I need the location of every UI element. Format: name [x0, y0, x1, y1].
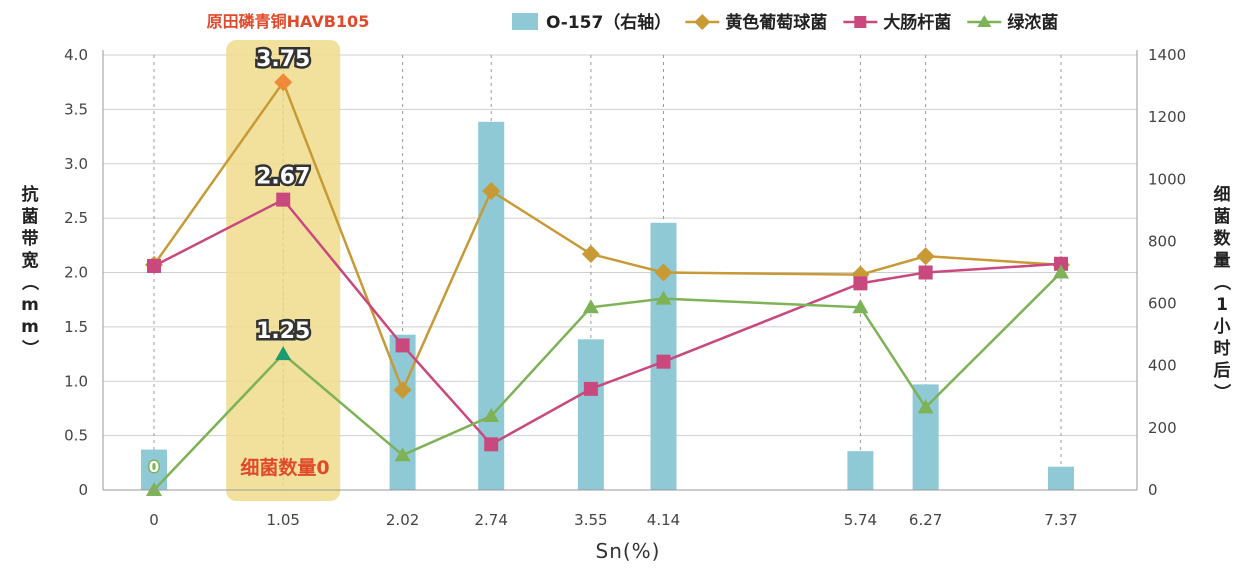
- point-square: [395, 338, 410, 353]
- point-square: [656, 354, 671, 369]
- point-diamond: [482, 181, 501, 200]
- point-diamond: [654, 263, 673, 282]
- y-label-char: 带: [22, 228, 39, 249]
- legend-label: 绿浓菌: [1007, 12, 1058, 33]
- y-label-char: m: [21, 317, 39, 337]
- legend-swatch-bar: [512, 13, 538, 30]
- legend-marker-square: [854, 16, 867, 28]
- legend-marker-diamond: [694, 14, 711, 30]
- x-tick-label: 1.05: [267, 511, 300, 529]
- legend-marker-triangle: [977, 15, 992, 27]
- x-tick-label: 7.37: [1044, 511, 1077, 529]
- point-triangle: [1053, 264, 1069, 279]
- x-axis-label: Sn(%): [596, 539, 661, 563]
- x-tick-label: 2.74: [474, 511, 507, 529]
- y-right-tick-label: 200: [1148, 419, 1177, 437]
- x-tick-label: 6.27: [909, 511, 942, 529]
- peak-value-label: 3.75: [256, 47, 310, 72]
- y-label-char: （: [1211, 274, 1232, 291]
- y-label-char: 量: [1214, 250, 1231, 271]
- point-triangle: [483, 408, 500, 423]
- y-label-char: 后: [1214, 361, 1231, 381]
- x-tick-label: 5.74: [844, 511, 877, 529]
- legend: O-157（右轴） 黄色葡萄球菌 大肠杆菌 绿浓菌: [512, 12, 1058, 33]
- bar-o157: [389, 334, 416, 490]
- y-label-char: 抗: [22, 184, 39, 205]
- highlight-note: 细菌数量0: [240, 456, 329, 479]
- y-right-tick-label: 600: [1148, 295, 1177, 313]
- point-triangle: [582, 299, 599, 314]
- y-left-tick-label: 2.0: [64, 264, 88, 282]
- x-tick-label: 0: [149, 511, 159, 529]
- bar-zero-label: 0: [149, 458, 159, 476]
- bar-series-o157: 0: [141, 121, 1074, 491]
- point-square: [276, 192, 291, 207]
- y-label-char: （: [19, 274, 40, 291]
- y-right-tick-label: 800: [1148, 232, 1177, 250]
- x-tick-label: 4.14: [647, 511, 680, 529]
- y-left-tick-label: 3.0: [64, 155, 88, 173]
- y-left-tick-label: 4.0: [64, 46, 88, 64]
- y-label-char: ）: [19, 340, 40, 357]
- bar-o157: [847, 451, 874, 490]
- y-label-char: 宽: [22, 250, 39, 271]
- highlight-band: [226, 40, 341, 501]
- y-label-char: 菌: [1214, 207, 1231, 227]
- highlight-title: 原田磷青铜HAVB105: [207, 12, 370, 31]
- point-triangle: [394, 447, 411, 462]
- y-left-tick-label: 1.0: [64, 372, 88, 390]
- y-left-tick-label: 1.5: [64, 318, 88, 336]
- y-label-char: 时: [1214, 339, 1231, 359]
- point-diamond: [393, 380, 412, 399]
- point-square: [1054, 256, 1068, 271]
- y-left-tick-label: 0.5: [64, 427, 88, 445]
- y-label-char: 1: [1216, 295, 1228, 315]
- point-square: [583, 381, 598, 396]
- line-series-group: [145, 73, 1070, 496]
- annotation-labels: 3.75 2.67 1.25: [254, 45, 313, 347]
- x-tick-label: 3.55: [574, 511, 607, 529]
- y-right-tick-label: 400: [1148, 357, 1177, 375]
- y-right-tick-label: 1200: [1148, 108, 1186, 126]
- y-right-tick-label: 1000: [1148, 170, 1186, 188]
- x-tick-label: 2.02: [386, 511, 419, 529]
- y-label-char: 细: [1214, 184, 1231, 205]
- y-left-tick-label: 2.5: [64, 209, 88, 227]
- y-left-tick-label: 3.5: [64, 100, 88, 118]
- point-diamond: [916, 247, 935, 266]
- point-diamond: [274, 73, 293, 92]
- point-triangle: [275, 346, 292, 361]
- point-square: [484, 437, 499, 452]
- point-diamond: [581, 245, 600, 264]
- legend-label: O-157（右轴）: [546, 12, 671, 33]
- point-triangle: [146, 482, 162, 496]
- peak-value-label: 1.25: [256, 319, 310, 344]
- y-label-char: 菌: [22, 207, 39, 227]
- point-triangle: [655, 290, 672, 305]
- y-right-tick-label: 0: [1148, 481, 1158, 499]
- point-square: [918, 265, 933, 280]
- axes: 0 0.5 1.0 1.5 2.0 2.5 3.0 3.5 4.0 0 200 400 600 800 10…: [64, 46, 1186, 529]
- y-label-char: 数: [1214, 228, 1232, 249]
- bar-o157: [577, 339, 604, 490]
- peak-value-label: 2.67: [256, 165, 310, 190]
- point-triangle: [917, 399, 934, 414]
- bar-o157: [1048, 466, 1074, 490]
- point-triangle: [852, 299, 869, 314]
- point-square: [853, 276, 868, 291]
- legend-label: 黄色葡萄球菌: [725, 12, 827, 33]
- y-right-tick-label: 1400: [1148, 46, 1186, 64]
- y-label-char: 小: [1214, 317, 1231, 337]
- y-label-char: m: [21, 295, 39, 315]
- y-left-tick-label: 0: [78, 481, 88, 499]
- y-label-char: ）: [1211, 384, 1232, 401]
- legend-label: 大肠杆菌: [883, 12, 951, 33]
- point-square: [147, 258, 161, 273]
